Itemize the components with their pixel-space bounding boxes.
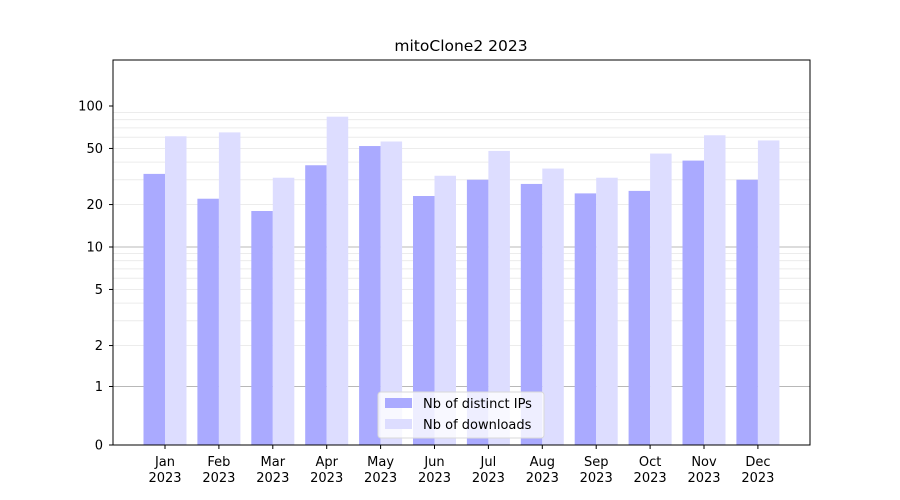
x-tick-label: Feb 2023 (202, 455, 235, 486)
y-tick-label: 10 (86, 241, 103, 256)
bar-distinct-ips (466, 179, 489, 446)
bar-distinct-ips (251, 211, 273, 445)
x-tick-label: Dec 2023 (741, 455, 774, 486)
x-tick-label: Jan 2023 (148, 455, 181, 486)
legend-box (377, 391, 545, 439)
bar-distinct-ips (197, 198, 219, 445)
bar-distinct-ips (413, 196, 435, 445)
plot-frame (112, 59, 811, 446)
x-tick-label: Jun 2023 (418, 455, 451, 486)
x-axis: Jan 2023 Feb 2023 Mar 2023 Apr 2023 May 2023 Jun 20… (148, 445, 774, 486)
y-tick-label: 1 (95, 380, 103, 395)
x-tick-label: May 2023 (364, 455, 397, 486)
bar-distinct-ips (682, 160, 704, 445)
x-tick-label: Oct 2023 (634, 455, 667, 486)
bar-downloads (757, 140, 780, 446)
y-axis: 0 1 2 5 10 20 50 100 (78, 100, 113, 454)
x-tick-label: Sep 2023 (580, 455, 613, 486)
bar-distinct-ips (628, 190, 651, 445)
legend-swatch-downloads (385, 419, 412, 429)
bar-downloads (704, 135, 726, 445)
x-tick-label: Jul 2023 (472, 455, 505, 486)
bars (143, 116, 780, 446)
bar-downloads (650, 153, 672, 446)
y-tick-label: 20 (86, 198, 103, 213)
x-tick-label: Apr 2023 (310, 455, 343, 486)
y-tick-label: 2 (95, 339, 103, 354)
bar-downloads (218, 132, 241, 445)
y-tick-label: 5 (95, 283, 103, 298)
bar-distinct-ips (520, 183, 543, 445)
bar-distinct-ips (736, 179, 758, 446)
bar-distinct-ips (143, 173, 165, 445)
legend-swatch-ips (385, 398, 412, 408)
y-tick-label: 100 (78, 100, 103, 115)
bar-downloads (596, 177, 618, 445)
legend-label-downloads: Nb of downloads (423, 418, 532, 433)
bar-downloads (326, 116, 349, 446)
y-tick-label: 0 (95, 439, 103, 454)
bar-downloads (542, 168, 564, 445)
legend: Nb of distinct IPs Nb of downloads (377, 391, 545, 439)
bar-distinct-ips (359, 146, 381, 446)
bar-downloads (488, 150, 510, 445)
chart-title: mitoClone2 2023 (394, 37, 527, 55)
x-tick-label: Nov 2023 (687, 455, 720, 486)
bar-downloads (434, 175, 456, 445)
x-tick-label: Aug 2023 (526, 455, 559, 486)
bar-downloads (380, 141, 403, 445)
x-tick-label: Mar 2023 (256, 455, 289, 486)
bar-distinct-ips (305, 165, 327, 445)
legend-label-ips: Nb of distinct IPs (423, 397, 532, 412)
bar-distinct-ips (574, 193, 597, 445)
y-tick-label: 50 (86, 142, 103, 157)
bar-downloads (272, 177, 295, 445)
bar-downloads (165, 136, 187, 445)
